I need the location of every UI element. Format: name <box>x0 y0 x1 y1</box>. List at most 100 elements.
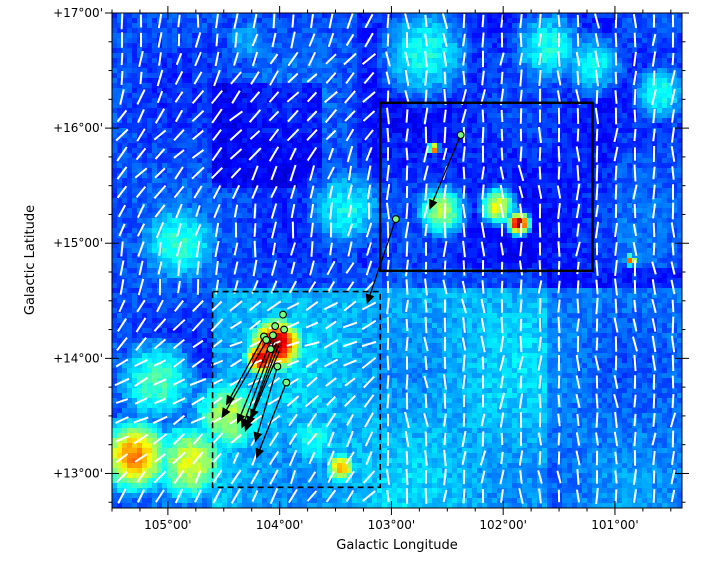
polarization-vector <box>251 51 259 67</box>
polarization-vector <box>385 183 391 201</box>
polarization-vector <box>633 469 637 485</box>
polarization-vector <box>173 128 185 142</box>
polarization-vector <box>670 489 676 503</box>
polarization-vector <box>386 107 390 125</box>
polarization-vector <box>557 280 561 294</box>
polarization-vector <box>443 71 447 85</box>
source-marker <box>271 322 280 331</box>
polarization-vector <box>366 242 372 256</box>
polarization-vector <box>614 278 618 296</box>
polarization-vector <box>481 184 485 200</box>
polarization-vector <box>307 471 317 483</box>
polarization-vector <box>212 488 222 504</box>
polarization-vector <box>633 489 637 503</box>
polarization-vector <box>632 242 638 256</box>
polarization-vector <box>405 374 409 390</box>
polarization-vector <box>211 89 223 105</box>
polarization-vector <box>115 128 129 142</box>
polarization-vector <box>595 412 599 428</box>
polarization-vector <box>345 281 355 293</box>
polarization-vector <box>269 469 279 485</box>
polarization-vector <box>633 299 637 313</box>
polarization-vector <box>342 321 358 329</box>
polarization-vector <box>346 414 354 426</box>
polarization-vector <box>499 355 505 371</box>
polarization-vector <box>230 71 242 85</box>
polarization-vector <box>363 394 375 408</box>
polarization-vector <box>307 281 317 293</box>
polarization-vector <box>194 223 202 237</box>
polarization-vector <box>328 185 334 199</box>
polarization-vector <box>500 128 504 142</box>
polarization-vector <box>215 13 219 29</box>
polarization-vector <box>575 146 581 162</box>
polarization-vector <box>270 260 278 276</box>
polarization-vector <box>306 129 318 141</box>
polarization-vector <box>538 166 542 180</box>
polarization-vector <box>670 222 676 238</box>
polarization-vector <box>613 317 619 333</box>
polarization-vector <box>269 53 279 65</box>
polarization-vector <box>595 204 599 218</box>
polarization-vector <box>189 378 207 386</box>
polarization-vector <box>324 108 338 124</box>
polarization-vector <box>175 203 183 219</box>
polarization-vector <box>424 33 428 47</box>
polarization-vector <box>325 489 337 503</box>
polarization-vector <box>158 52 162 66</box>
polarization-vector <box>519 299 523 313</box>
polarization-vector <box>500 375 504 389</box>
polarization-vector <box>443 126 447 144</box>
polarization-vector <box>518 356 524 370</box>
polarization-vector <box>537 280 543 294</box>
polarization-vector <box>405 451 409 465</box>
polarization-vector <box>153 129 167 141</box>
polarization-vector <box>195 240 201 258</box>
polarization-vector <box>633 394 637 408</box>
polarization-vector <box>614 451 618 465</box>
polarization-vector <box>557 146 561 162</box>
polarization-vector <box>651 261 657 275</box>
polarization-vector <box>537 184 543 200</box>
polarization-vector <box>386 14 390 28</box>
polarization-vector <box>595 393 599 409</box>
polarization-vector <box>172 378 186 386</box>
polarization-vector <box>423 336 429 352</box>
polarization-vector <box>288 488 298 504</box>
polarization-vector <box>214 51 220 67</box>
polarization-vector <box>461 430 467 448</box>
polarization-vector <box>345 470 355 484</box>
polarization-vector <box>386 259 390 277</box>
polarization-vector <box>385 51 391 67</box>
polarization-vector <box>423 412 429 428</box>
polarization-vector <box>136 471 146 483</box>
polarization-vector <box>211 108 223 124</box>
polarization-vector <box>117 488 127 504</box>
polarization-vector <box>386 375 390 389</box>
polarization-vector <box>669 412 677 428</box>
polarization-vector <box>306 376 318 388</box>
polarization-vector <box>175 241 183 257</box>
polarization-vector <box>347 241 353 257</box>
polarization-vector <box>538 336 542 352</box>
polarization-vector <box>519 69 523 87</box>
polarization-vector <box>519 241 523 257</box>
polarization-vector <box>176 223 182 237</box>
polarization-vector <box>538 298 542 314</box>
polarization-vector <box>519 335 523 353</box>
polarization-vector <box>215 260 219 276</box>
polarization-vector <box>481 166 485 180</box>
polarization-vector <box>271 242 277 256</box>
polarization-vector <box>118 223 126 237</box>
polarization-vector <box>386 164 390 182</box>
polarization-vector <box>460 298 468 314</box>
polarization-vector <box>250 71 260 85</box>
polarization-vector <box>462 185 466 199</box>
polarization-vector <box>404 411 410 429</box>
polarization-vector <box>405 279 409 295</box>
polarization-vector <box>134 397 148 405</box>
polarization-vector <box>344 110 356 122</box>
polarization-vector <box>174 488 184 504</box>
polarization-vector <box>289 470 297 484</box>
dashed-region-box <box>211 290 382 489</box>
